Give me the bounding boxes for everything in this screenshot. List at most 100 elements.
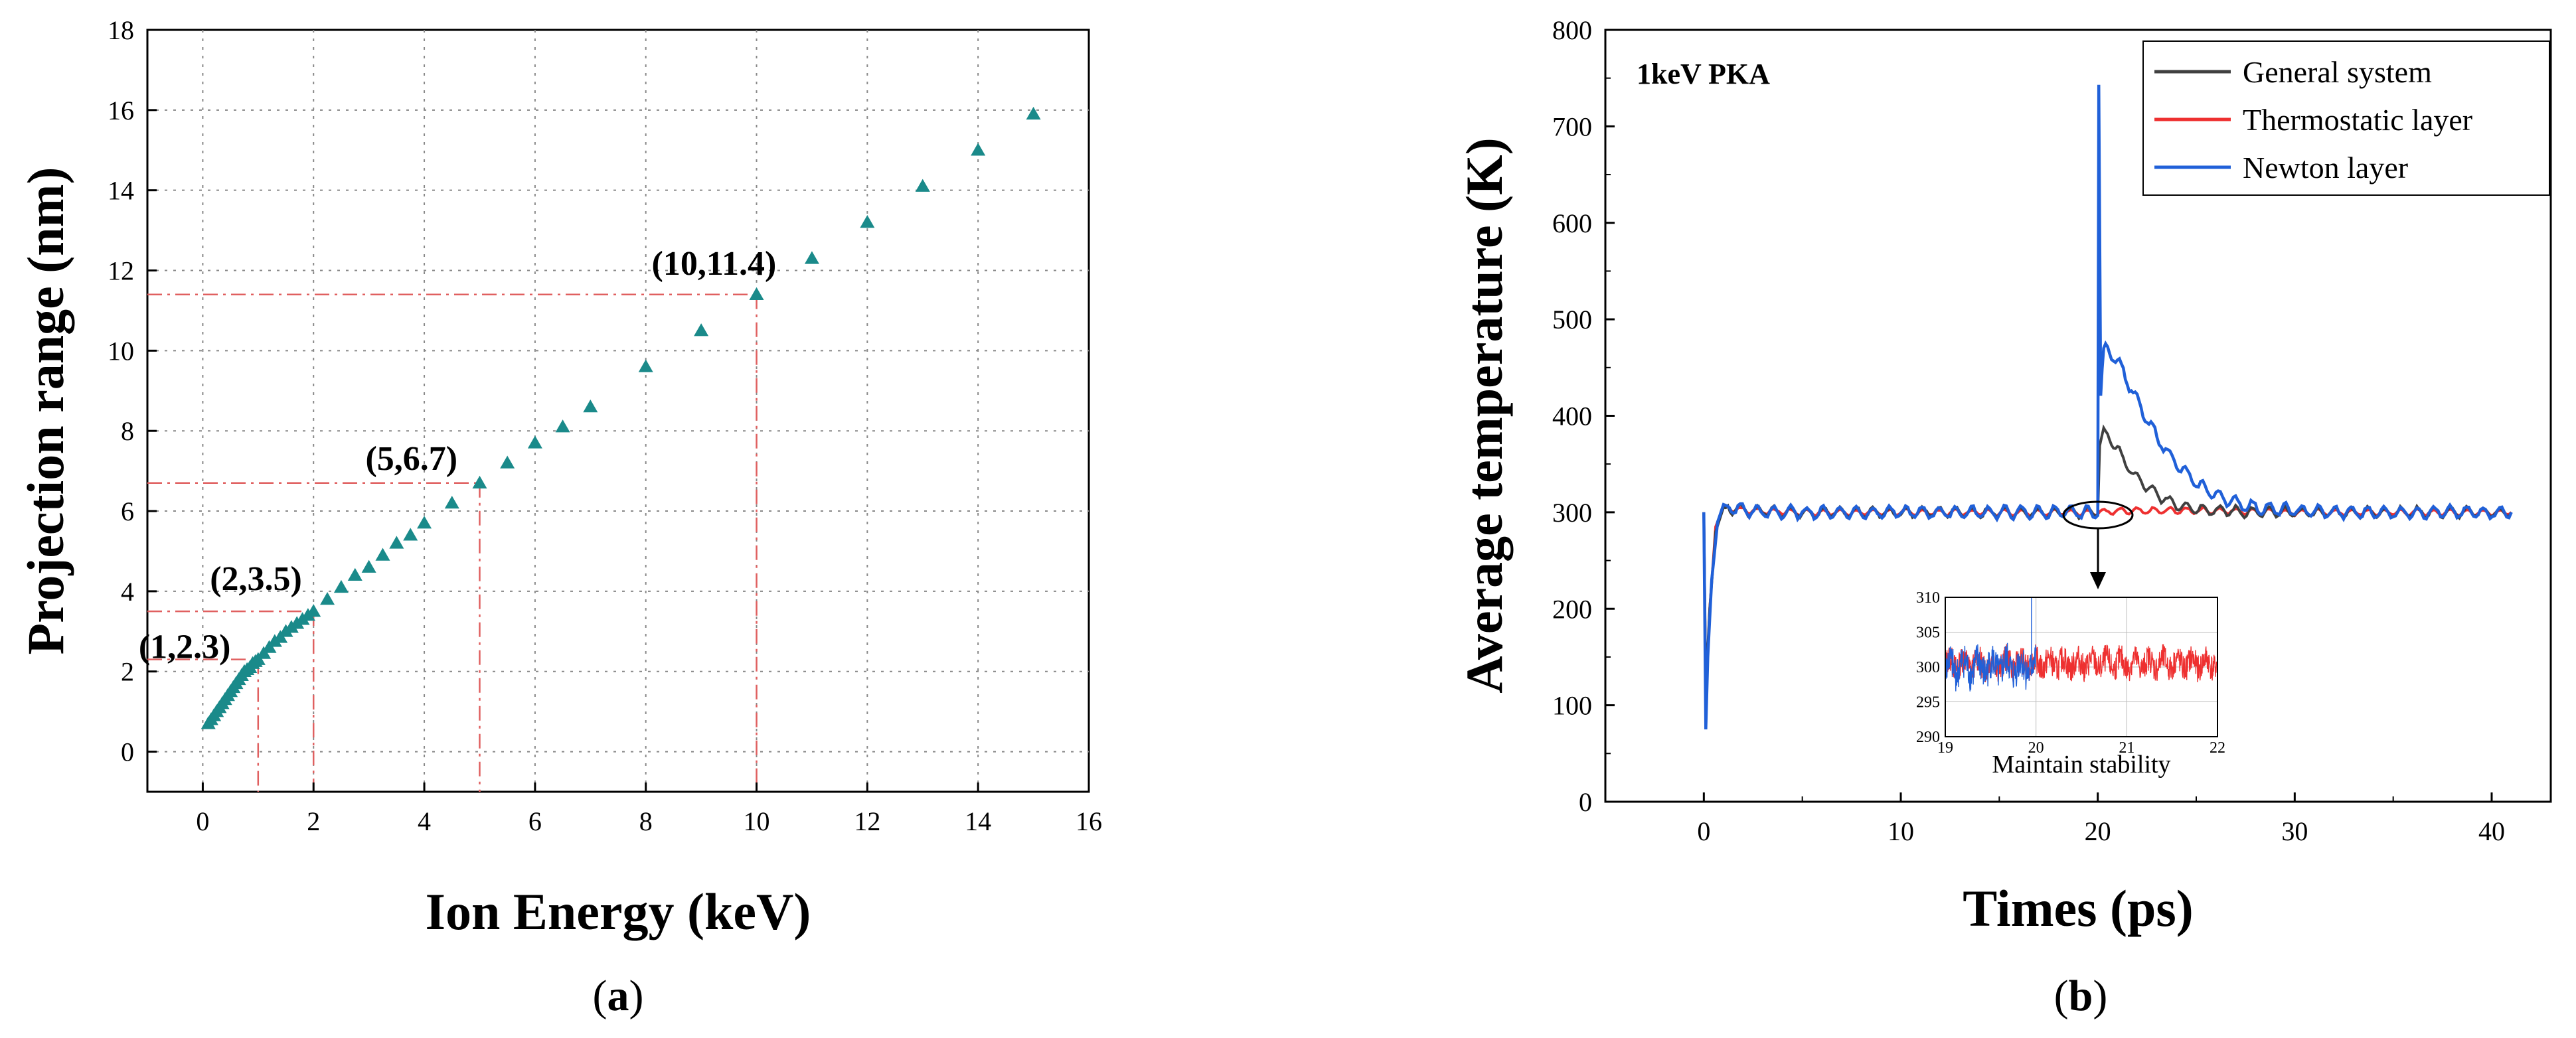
panel-a-caption: (a) — [593, 972, 644, 1020]
inset-y-tick-label: 310 — [1916, 589, 1940, 607]
panel-b-inset-chart: 19 20 21 22 290 295 300 305 310 Maintain stabili… — [1916, 589, 2225, 778]
x-tick-label: 10 — [744, 806, 770, 836]
panel-b-legend: General system Thermostatic layer Newton… — [2142, 40, 2550, 196]
data-point-triangle — [804, 251, 819, 264]
inset-y-tick-label: 300 — [1916, 659, 1940, 676]
data-point-triangle — [333, 579, 349, 593]
panel-a-chart: 0 2 4 6 8 10 12 14 16 0 2 4 6 8 10 12 14 16 18 (1,2.3) (2,3… — [17, 15, 1102, 1020]
y-tick-label: 400 — [1552, 402, 1592, 431]
x-tick-label: 2 — [307, 806, 320, 836]
panel-a-data-points — [201, 106, 1041, 729]
y-tick-label: 8 — [121, 416, 134, 446]
panel-a-x-axis-label: Ion Energy (keV) — [426, 883, 811, 940]
panel-a-guide-lines — [147, 293, 758, 792]
y-tick-label: 0 — [121, 737, 134, 767]
data-point-triangle — [361, 559, 376, 573]
inset-frame — [1945, 597, 2218, 737]
data-point-triangle — [860, 215, 875, 228]
y-tick-label: 4 — [121, 577, 134, 607]
x-tick-label: 40 — [2478, 816, 2505, 846]
x-tick-label: 0 — [196, 806, 209, 836]
legend-label-general-system: General system — [2243, 55, 2432, 89]
inset-x-tick-label: 21 — [2119, 739, 2134, 757]
data-point-triangle — [500, 455, 515, 469]
inset-y-tick-label: 295 — [1916, 694, 1940, 711]
data-point-triangle — [971, 143, 986, 156]
x-tick-label: 30 — [2281, 816, 2308, 846]
panel-b-plot-title: 1keV PKA — [1637, 58, 1770, 90]
inset-line-thermostatic-layer — [1945, 644, 2218, 683]
y-tick-label: 18 — [108, 15, 134, 45]
x-tick-label: 10 — [1888, 816, 1914, 846]
y-tick-label: 12 — [108, 256, 134, 286]
inset-ticks: 19 20 21 22 290 295 300 305 310 — [1916, 589, 2225, 757]
data-point-triangle — [694, 323, 709, 336]
point-annotation: (10,11.4) — [652, 245, 777, 283]
data-point-triangle — [527, 435, 542, 449]
x-tick-label: 8 — [639, 806, 653, 836]
inset-x-tick-label: 20 — [2028, 739, 2044, 757]
x-tick-label: 6 — [528, 806, 542, 836]
y-tick-label: 300 — [1552, 498, 1592, 528]
x-tick-label: 16 — [1076, 806, 1102, 836]
inset-x-tick-label: 19 — [1937, 739, 1953, 757]
y-tick-label: 2 — [121, 657, 134, 687]
legend-label-thermostatic-layer: Thermostatic layer — [2243, 103, 2472, 137]
y-tick-label: 10 — [108, 336, 134, 366]
panel-b-x-axis-label: Times (ps) — [1963, 879, 2193, 937]
inset-y-tick-label: 290 — [1916, 729, 1940, 746]
data-point-triangle — [555, 419, 570, 433]
y-tick-label: 600 — [1552, 208, 1592, 238]
inset-series-lines — [1945, 597, 2218, 692]
panel-a-plot-frame — [146, 29, 1090, 793]
data-point-triangle — [444, 495, 459, 509]
data-point-triangle — [915, 179, 930, 192]
y-tick-label: 6 — [121, 496, 134, 526]
data-point-triangle — [638, 359, 653, 372]
data-point-triangle — [417, 516, 432, 529]
point-annotation: (2,3.5) — [210, 560, 302, 598]
data-point-triangle — [306, 604, 321, 617]
y-tick-label: 200 — [1552, 594, 1592, 624]
data-point-triangle — [347, 567, 362, 581]
inset-x-label: Maintain stability — [1992, 751, 2170, 778]
y-tick-label: 500 — [1552, 305, 1592, 334]
x-tick-label: 12 — [854, 806, 880, 836]
panel-b-y-axis-label: Average temperature (K) — [1455, 137, 1513, 693]
data-point-triangle — [389, 536, 404, 549]
data-point-triangle — [583, 399, 598, 413]
data-point-triangle — [1026, 106, 1041, 120]
point-annotation: (5,6.7) — [365, 440, 457, 478]
y-tick-label: 16 — [108, 96, 134, 125]
y-tick-label: 100 — [1552, 691, 1592, 721]
data-point-triangle — [403, 528, 418, 541]
panel-b-caption: (b) — [2054, 972, 2108, 1020]
inset-y-tick-label: 305 — [1916, 625, 1940, 642]
data-point-triangle — [472, 475, 487, 489]
y-tick-label: 800 — [1552, 15, 1592, 45]
data-point-triangle — [320, 591, 335, 605]
x-tick-label: 20 — [2085, 816, 2111, 846]
inset-x-tick-label: 22 — [2210, 739, 2225, 757]
x-tick-label: 14 — [965, 806, 991, 836]
line-newton-layer — [1702, 84, 2513, 730]
panel-b-series-lines — [1702, 84, 2513, 730]
y-tick-label: 0 — [1579, 787, 1592, 817]
panel-a-y-axis-label: Projection range (nm) — [17, 167, 74, 654]
data-point-triangle — [375, 548, 390, 561]
panel-a-ticks: 0 2 4 6 8 10 12 14 16 0 2 4 6 8 10 12 14 16 18 — [108, 15, 1102, 836]
point-annotation: (1,2.3) — [139, 629, 231, 666]
data-point-triangle — [749, 287, 764, 301]
inset-line-newton-layer — [1945, 642, 2037, 692]
x-tick-label: 4 — [418, 806, 431, 836]
x-tick-label: 0 — [1697, 816, 1710, 846]
zoom-arrow-head — [2090, 572, 2106, 589]
panel-a-annotations: (1,2.3) (2,3.5) (5,6.7) (10,11.4) — [139, 245, 776, 666]
y-tick-label: 14 — [108, 176, 134, 206]
legend-label-newton-layer: Newton layer — [2243, 151, 2408, 185]
panel-a-grid — [147, 30, 1089, 792]
y-tick-label: 700 — [1552, 111, 1592, 141]
